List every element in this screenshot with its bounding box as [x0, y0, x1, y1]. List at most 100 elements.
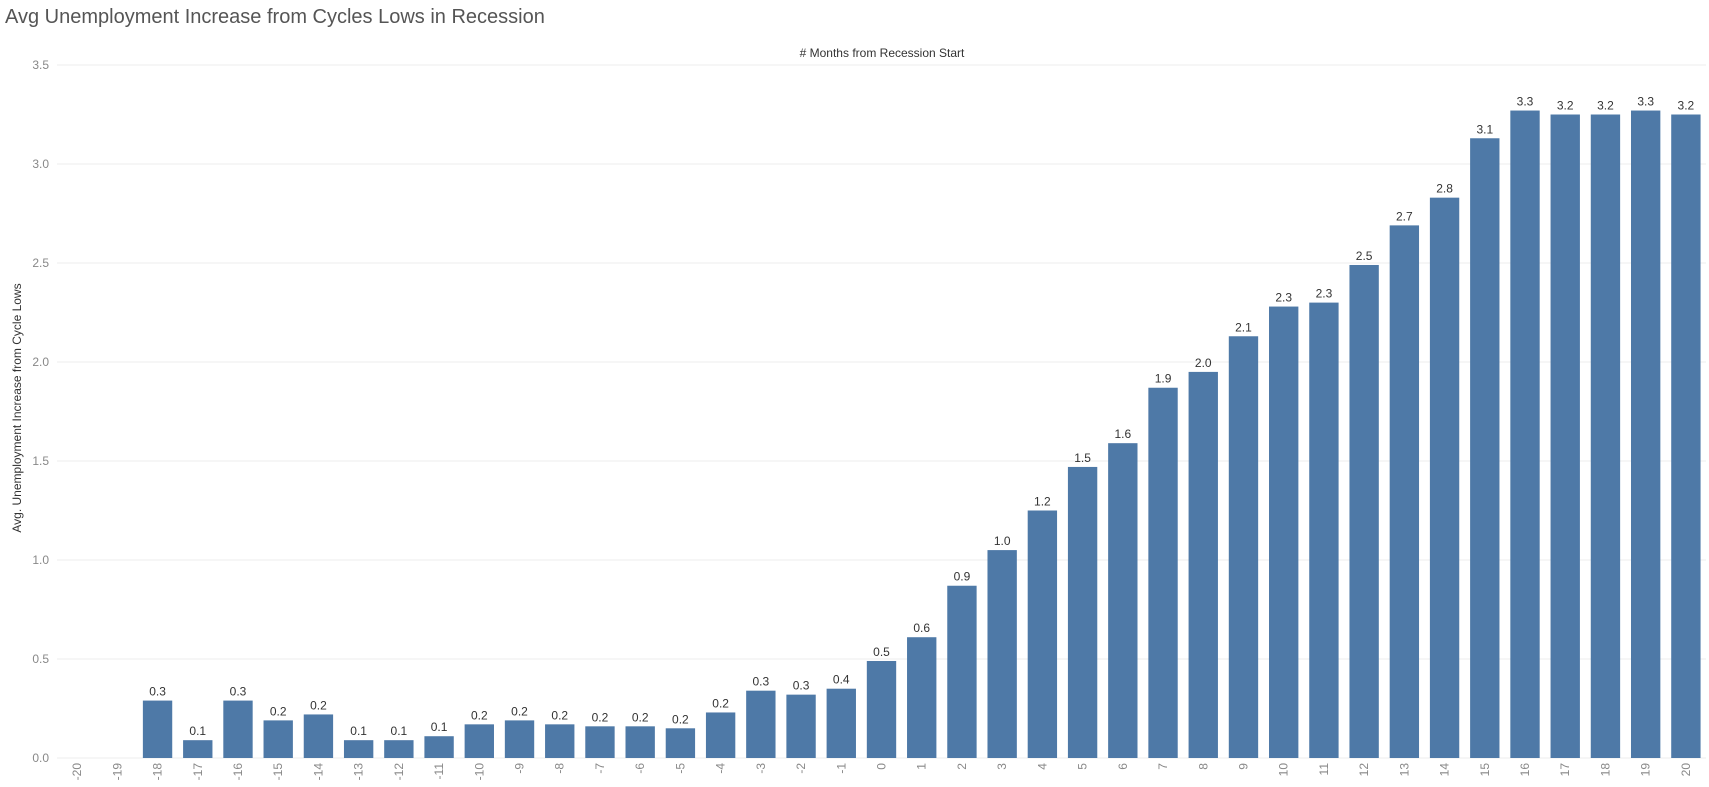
data-label: 0.3	[793, 679, 810, 693]
bar[interactable]	[464, 724, 494, 758]
data-label: 0.9	[954, 570, 971, 584]
x-tick-label: -10	[472, 763, 486, 781]
bar[interactable]	[1470, 138, 1500, 758]
bar[interactable]	[223, 700, 253, 758]
data-label: 0.1	[189, 724, 206, 738]
bar[interactable]	[1148, 387, 1178, 758]
data-label: 0.2	[712, 696, 729, 710]
bar[interactable]	[907, 637, 937, 758]
x-tick-label: -7	[593, 763, 607, 774]
bar[interactable]	[786, 694, 816, 758]
bar[interactable]	[585, 726, 615, 758]
y-tick-label: 3.5	[32, 58, 49, 72]
bar[interactable]	[1590, 114, 1621, 759]
bar[interactable]	[1349, 264, 1379, 758]
bar[interactable]	[545, 724, 575, 758]
y-axis-ticks: 0.0 0.5 1.0 1.5 2.0 2.5 3.0 3.5	[32, 58, 49, 765]
bar[interactable]	[826, 688, 856, 758]
x-tick-label: 12	[1357, 763, 1371, 777]
bar[interactable]	[1108, 443, 1138, 758]
x-tick-label: -3	[754, 763, 768, 774]
bar[interactable]	[1550, 114, 1580, 759]
bar[interactable]	[947, 585, 977, 758]
bar[interactable]	[866, 660, 897, 758]
data-label: 0.2	[471, 708, 488, 722]
x-tick-label: 15	[1478, 763, 1492, 777]
bar[interactable]	[1671, 114, 1701, 759]
bar[interactable]	[746, 690, 776, 758]
bar[interactable]	[625, 726, 655, 758]
bars	[142, 110, 1701, 759]
bar[interactable]	[1630, 110, 1661, 759]
x-axis-ticks: -20 -19 -18 -17 -16 -15 -14 -13 -12 -11 -10 -9 -8 -7-…	[70, 763, 1693, 781]
x-tick-label: -6	[633, 763, 647, 774]
data-label: 1.5	[1074, 451, 1091, 465]
x-tick-label: -16	[231, 763, 245, 781]
bar[interactable]	[1389, 225, 1420, 758]
bar[interactable]	[1269, 306, 1299, 758]
bar[interactable]	[1429, 197, 1460, 758]
x-tick-label: -13	[352, 763, 366, 781]
x-tick-label: -5	[673, 763, 687, 774]
y-tick-label: 2.5	[32, 256, 49, 270]
x-tick-label: -12	[392, 763, 406, 781]
data-label: 3.3	[1517, 95, 1534, 109]
x-tick-label: -11	[432, 763, 446, 780]
data-label: 0.2	[511, 704, 528, 718]
bar[interactable]	[384, 740, 414, 758]
bar[interactable]	[987, 550, 1017, 758]
data-label: 3.2	[1597, 99, 1614, 113]
x-tick-label: -18	[151, 763, 165, 781]
data-label: 0.4	[833, 673, 850, 687]
bar[interactable]	[705, 712, 736, 758]
x-tick-label: 19	[1639, 763, 1653, 777]
y-tick-label: 1.5	[32, 454, 49, 468]
data-label: 2.8	[1436, 182, 1453, 196]
data-label: 3.3	[1637, 95, 1654, 109]
bar[interactable]	[1228, 336, 1259, 758]
data-label: 3.1	[1476, 122, 1493, 136]
x-tick-label: 3	[995, 763, 1009, 770]
bar[interactable]	[665, 728, 696, 758]
x-tick-label: 2	[955, 763, 969, 770]
bar[interactable]	[183, 740, 213, 758]
x-tick-label: 4	[1035, 763, 1049, 770]
data-label: 3.2	[1678, 99, 1695, 113]
x-axis-title: # Months from Recession Start	[800, 46, 965, 60]
x-tick-label: 14	[1438, 763, 1452, 777]
data-label: 0.2	[632, 710, 649, 724]
bar[interactable]	[424, 736, 454, 758]
bar[interactable]	[142, 700, 173, 758]
data-label: 2.0	[1195, 356, 1212, 370]
data-label: 2.3	[1275, 291, 1292, 305]
data-label: 0.3	[149, 685, 166, 699]
data-label: 1.2	[1034, 495, 1051, 509]
data-label: 0.2	[310, 698, 327, 712]
data-label: 0.1	[431, 720, 448, 734]
x-tick-label: -19	[110, 763, 124, 781]
y-tick-label: 1.0	[32, 553, 49, 567]
bar[interactable]	[1067, 466, 1098, 758]
bar[interactable]	[303, 714, 334, 758]
x-tick-label: 7	[1156, 763, 1170, 770]
data-label: 2.7	[1396, 209, 1413, 223]
x-tick-label: 9	[1236, 763, 1250, 770]
data-label: 0.1	[350, 724, 367, 738]
chart-title: Avg Unemployment Increase from Cycles Lo…	[5, 6, 545, 28]
y-tick-label: 0.5	[32, 652, 49, 666]
bar[interactable]	[343, 740, 374, 758]
x-tick-label: -8	[553, 763, 567, 774]
data-label: 0.2	[592, 710, 609, 724]
x-tick-label: 13	[1397, 763, 1411, 777]
x-tick-label: 16	[1518, 763, 1532, 777]
bar[interactable]	[1309, 302, 1339, 758]
x-tick-label: -2	[794, 763, 808, 774]
bar[interactable]	[1510, 110, 1540, 759]
data-label: 1.0	[994, 534, 1011, 548]
bar[interactable]	[1188, 371, 1218, 758]
bar[interactable]	[263, 720, 293, 758]
bar[interactable]	[1027, 510, 1058, 759]
bar[interactable]	[504, 720, 535, 758]
x-tick-label: 11	[1317, 763, 1331, 776]
x-tick-label: 0	[875, 763, 889, 770]
